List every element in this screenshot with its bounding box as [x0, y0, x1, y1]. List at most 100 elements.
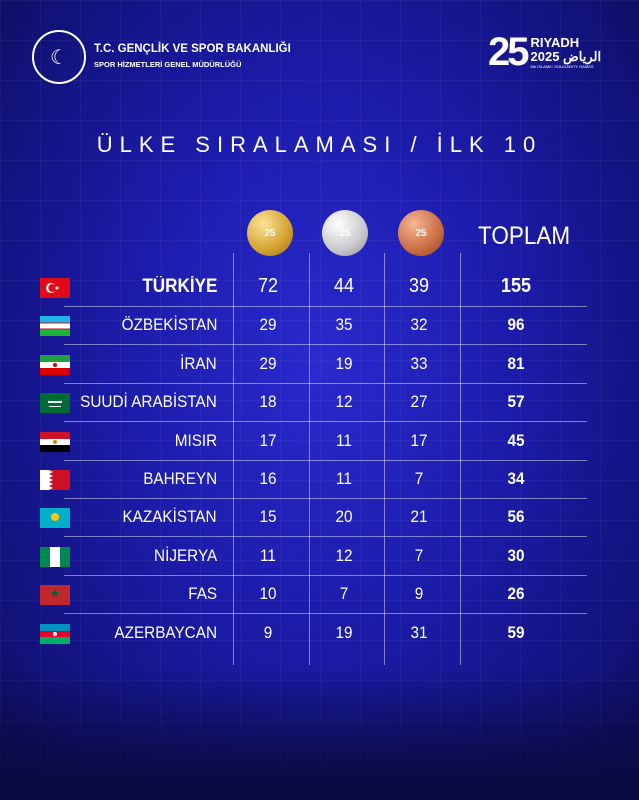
row-divider — [64, 574, 587, 576]
table-row: İRAN 29 19 33 81 — [0, 346, 639, 384]
flag-bahrain-icon — [40, 470, 70, 490]
logo-caption: 6th ISLAMIC SOLIDARITY GAMES — [530, 63, 594, 69]
gold-count: 72 — [257, 275, 279, 297]
gold-count: 15 — [259, 507, 277, 527]
flag-egypt-icon — [40, 431, 70, 452]
row-divider — [64, 344, 587, 346]
table-row: FAS 10 7 9 26 — [0, 576, 639, 615]
table-row: ÖZBEKİSTAN 29 35 32 96 — [0, 307, 639, 346]
silver-count: 7 — [339, 584, 349, 604]
total-count: 26 — [507, 584, 525, 604]
bronze-count: 31 — [410, 622, 428, 642]
total-count: 81 — [507, 353, 525, 373]
total-count: 59 — [507, 622, 525, 642]
bronze-count: 32 — [410, 315, 428, 335]
country-name: BAHREYN — [143, 469, 217, 488]
gold-count: 10 — [259, 584, 277, 604]
logo-arabic: الرياض — [563, 48, 602, 64]
country-name: AZERBAYCAN — [114, 622, 217, 642]
total-count: 155 — [500, 275, 532, 297]
row-divider — [64, 306, 587, 307]
logo-name: RIYADH — [530, 34, 580, 50]
row-divider — [64, 613, 587, 615]
flag-uzbekistan-icon — [40, 316, 70, 337]
riyadh-2025-logo: 25 RIYADH 2025 الرياض 6th ISLAMIC SOLIDA… — [488, 30, 601, 75]
flag-saudi-arabia-icon — [40, 393, 70, 414]
bronze-count: 7 — [414, 545, 424, 565]
silver-count: 11 — [336, 430, 352, 450]
row-divider — [64, 382, 587, 384]
bronze-count: 33 — [410, 353, 428, 373]
total-column-header: TOPLAM — [478, 222, 571, 250]
table-row: AZERBAYCAN 9 19 31 59 — [0, 615, 639, 653]
city-skyline — [0, 670, 639, 800]
page-title: ÜLKE SIRALAMASI / İLK 10 — [96, 132, 543, 157]
bronze-count: 9 — [414, 584, 424, 604]
bronze-medal-icon: 25 — [398, 210, 444, 256]
flag-azerbaijan-icon — [40, 623, 70, 644]
country-name: İRAN — [180, 353, 217, 373]
bronze-count: 17 — [410, 430, 428, 450]
bronze-count: 39 — [408, 275, 430, 297]
row-divider — [64, 536, 587, 538]
gold-count: 17 — [259, 430, 277, 450]
gold-count: 29 — [259, 353, 277, 373]
total-count: 45 — [507, 430, 525, 450]
silver-medal-icon: 25 — [322, 210, 368, 256]
ministry-logo: ☾ T.C. GENÇLİK VE SPOR BAKANLIĞI SPOR Hİ… — [32, 30, 291, 84]
ministry-subtitle: SPOR HİZMETLERİ GENEL MÜDÜRLÜĞÜ — [94, 60, 242, 69]
logo-year: 2025 — [530, 48, 560, 64]
total-count: 34 — [507, 469, 525, 488]
country-name: MISIR — [174, 430, 217, 450]
ministry-title: T.C. GENÇLİK VE SPOR BAKANLIĞI — [94, 43, 291, 55]
silver-count: 20 — [335, 507, 353, 527]
row-divider — [64, 459, 587, 461]
table-row: NİJERYA 11 12 7 30 — [0, 538, 639, 576]
total-count: 96 — [507, 315, 525, 335]
flag-turkey-icon — [40, 278, 70, 298]
row-divider — [64, 498, 587, 499]
country-name: SUUDİ ARABİSTAN — [80, 392, 217, 412]
silver-count: 35 — [335, 315, 353, 335]
column-divider — [309, 253, 310, 665]
country-name: FAS — [188, 584, 217, 604]
total-count: 57 — [507, 392, 525, 412]
column-divider — [384, 253, 385, 665]
bronze-count: 7 — [414, 469, 424, 488]
total-count: 56 — [507, 507, 525, 527]
silver-count: 11 — [336, 469, 352, 488]
country-name: KAZAKİSTAN — [122, 507, 217, 527]
country-name: ÖZBEKİSTAN — [121, 315, 217, 335]
flag-iran-icon — [40, 354, 70, 375]
total-count: 30 — [507, 545, 525, 565]
table-row: BAHREYN 16 11 7 34 — [0, 461, 639, 499]
country-name: TÜRKİYE — [141, 276, 217, 297]
gold-count: 9 — [263, 622, 273, 642]
gold-count: 11 — [260, 545, 276, 565]
table-row: KAZAKİSTAN 15 20 21 56 — [0, 499, 639, 538]
bronze-count: 21 — [410, 507, 428, 527]
flag-nigeria-icon — [40, 546, 70, 567]
gold-count: 16 — [259, 469, 277, 488]
gold-count: 18 — [259, 392, 277, 412]
logo-number: 25 — [488, 30, 529, 74]
silver-count: 19 — [335, 353, 353, 373]
silver-count: 12 — [335, 545, 353, 565]
country-name: NİJERYA — [153, 545, 217, 565]
table-row: SUUDİ ARABİSTAN 18 12 27 57 — [0, 384, 639, 423]
ministry-emblem-icon: ☾ — [32, 30, 86, 84]
flag-morocco-icon — [40, 585, 70, 606]
table-row: TÜRKİYE 72 44 39 155 — [0, 269, 639, 307]
bronze-count: 27 — [410, 392, 428, 412]
flag-kazakhstan-icon — [40, 508, 70, 529]
table-row: MISIR 17 11 17 45 — [0, 423, 639, 461]
row-divider — [64, 421, 587, 423]
gold-medal-icon: 25 — [247, 210, 293, 256]
gold-count: 29 — [259, 315, 277, 335]
silver-count: 12 — [335, 392, 353, 412]
column-divider — [460, 253, 461, 665]
silver-count: 19 — [335, 622, 353, 642]
column-divider — [233, 253, 234, 665]
silver-count: 44 — [333, 275, 355, 297]
